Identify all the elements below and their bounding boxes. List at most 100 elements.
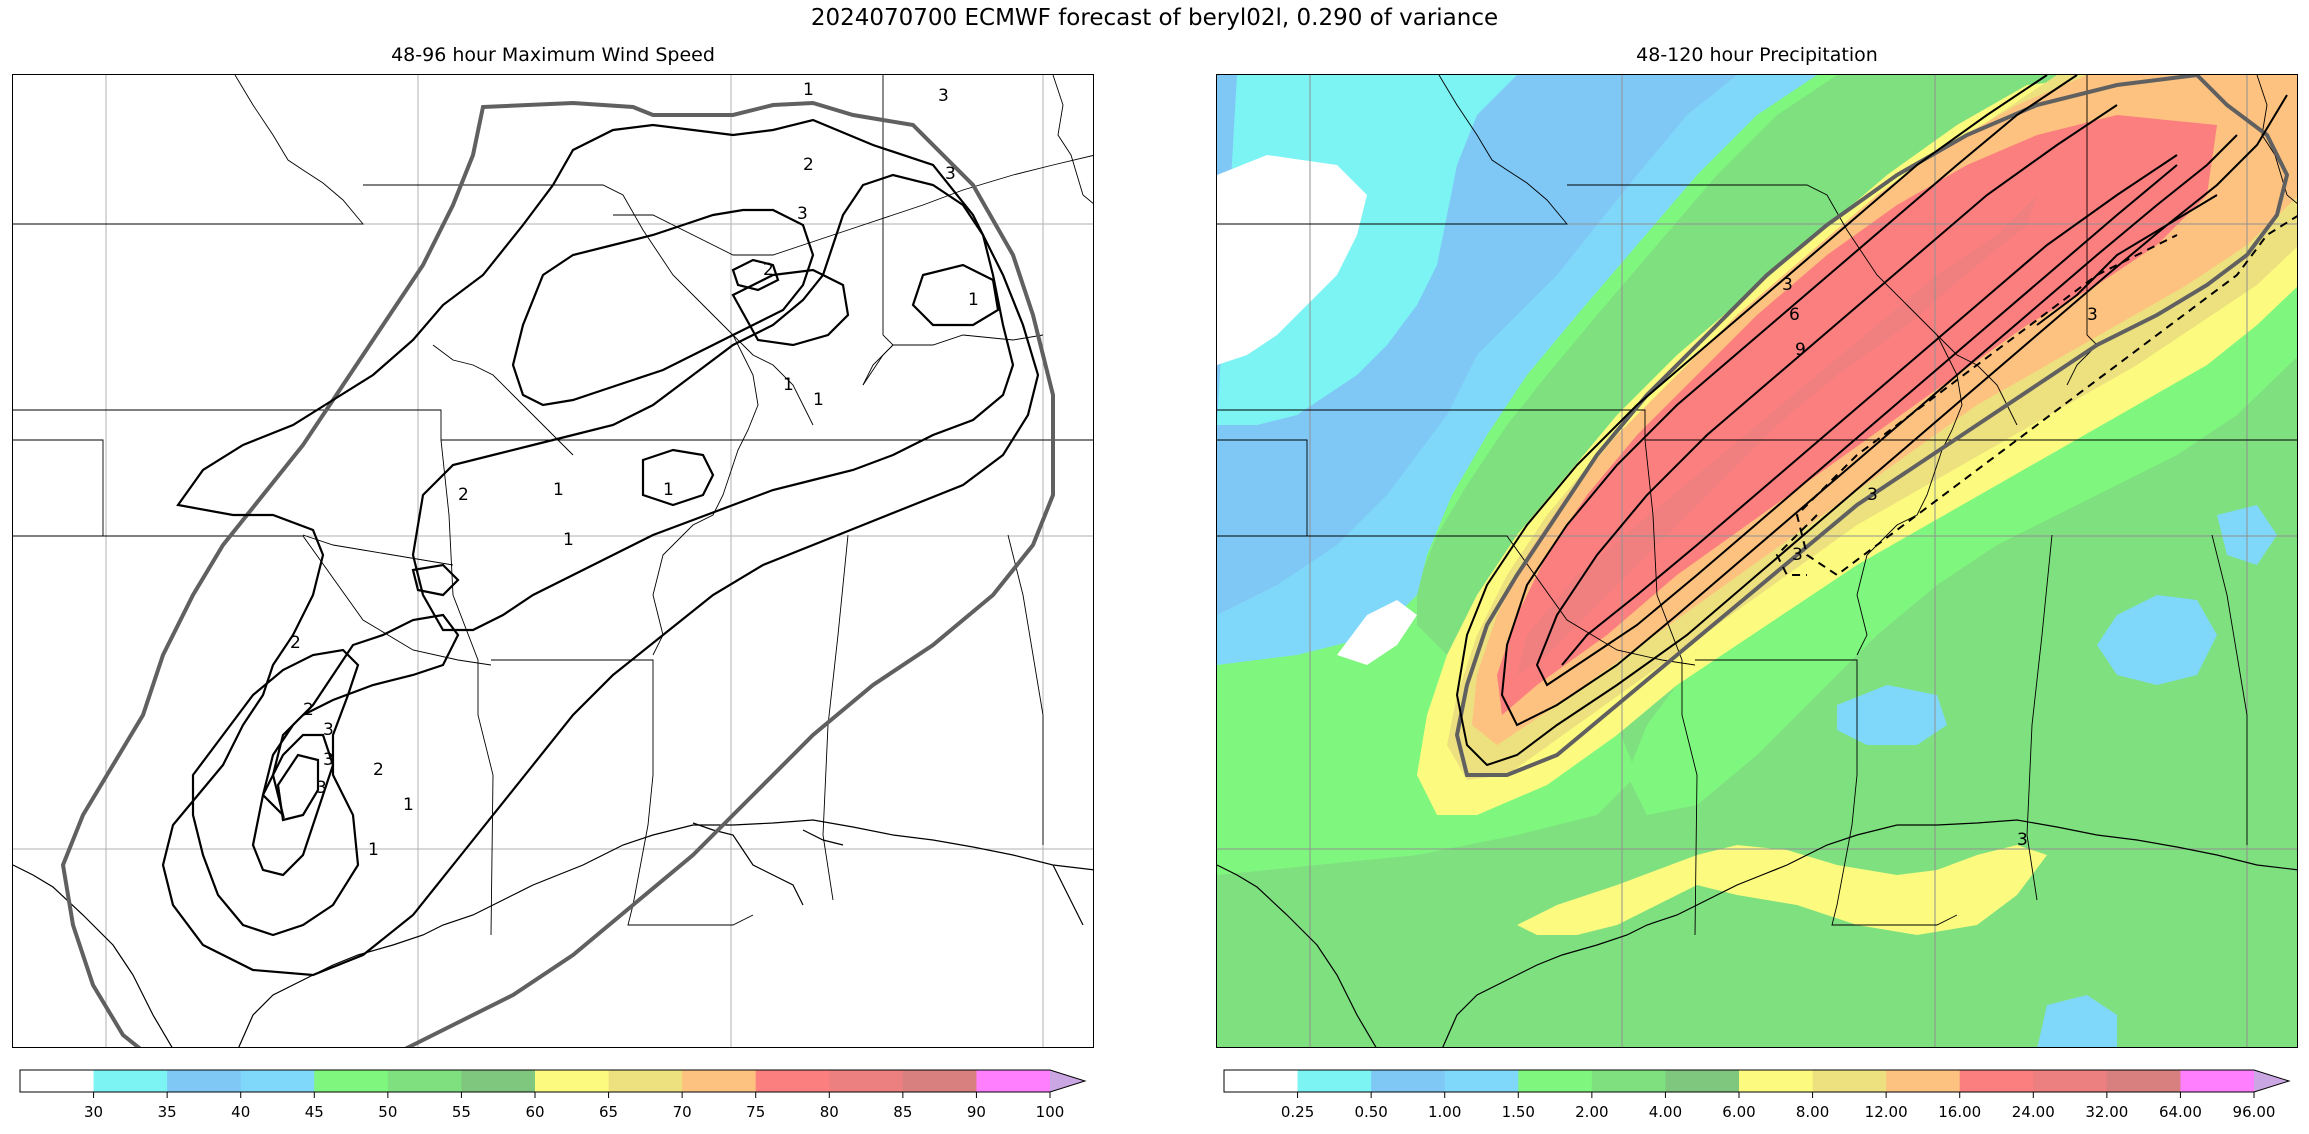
left-domain-outline [60,100,1055,1047]
contour-label: 1 [368,840,379,860]
colorbar-tick-label: 12.00 [1864,1103,1908,1121]
left-coastline [13,819,1093,1047]
figure-title: 2024070700 ECMWF forecast of beryl02l, 0… [810,5,1499,31]
colorbar-segment [1444,1070,1519,1092]
colorbar-segment [2106,1070,2181,1092]
colorbar-segment [682,1070,757,1092]
colorbar-tick-label: 1.00 [1428,1103,1462,1121]
left-colorbar [19,1069,1087,1098]
precip-fill-0.25b [1337,600,1417,665]
colorbar-tick-label: 1.50 [1501,1103,1535,1121]
contour-label: 1 [563,530,574,550]
colorbar-tick-label: 40 [231,1103,251,1121]
contour-label: 3 [2017,830,2028,850]
contour-label: 3 [2087,305,2098,325]
colorbar-segment [976,1070,1051,1092]
colorbar-tick-label: 45 [304,1103,324,1121]
colorbar-tick-label: 90 [966,1103,986,1121]
contour-label: 1 [803,80,814,100]
colorbar-segment [314,1070,389,1092]
contour-label: 3 [323,750,334,770]
contour-label: 3 [323,720,334,740]
right-map-svg: 3 6 9 3 3 3 3 [1217,75,2297,1047]
colorbar-segment [20,1070,95,1092]
colorbar-tick-label: 0.50 [1354,1103,1388,1121]
colorbar-tick-label: 50 [378,1103,398,1121]
precip-fill-0.25 [1217,155,1367,365]
left-state-borders [13,75,1093,936]
colorbar-segment [829,1070,904,1092]
precip-patch-1 [2097,595,2217,685]
contour-label: 9 [1795,340,1806,360]
right-dashed-contours [1775,215,2297,577]
colorbar-tick-label: 16.00 [1938,1103,1982,1121]
colorbar-segment [1739,1070,1814,1092]
colorbar-tick-label: 30 [84,1103,104,1121]
colorbar-tick-label: 24.00 [2011,1103,2055,1121]
contour-label: 1 [968,290,979,310]
colorbar-tick-label: 55 [451,1103,471,1121]
colorbar-tick-label: 32.00 [2085,1103,2129,1121]
right-colorbar-svg [1223,1069,2291,1098]
contour-label: 3 [1792,545,1803,565]
right-state-borders [1217,75,2297,936]
contour-label: 1 [403,795,414,815]
contour-label: 2 [458,485,469,505]
left-panel-title: 48-96 hour Maximum Wind Speed [391,44,715,66]
precip-band-32 [1517,195,2037,675]
colorbar-tick-label: 80 [819,1103,839,1121]
contour-label: 1 [783,375,794,395]
colorbar-tick-label: 6.00 [1722,1103,1756,1121]
colorbar-segment [535,1070,610,1092]
colorbar-segment [1886,1070,1961,1092]
colorbar-segment [1665,1070,1740,1092]
right-map-panel: 3 6 9 3 3 3 3 [1216,74,2298,1048]
colorbar-segment [1297,1070,1372,1092]
contour-label: 2 [763,260,774,280]
colorbar-outline [19,1069,1087,1093]
contour-label: 3 [1782,275,1793,295]
colorbar-segment [461,1070,536,1092]
precip-patch-4 [2037,995,2117,1047]
left-contour-labels: 1 3 3 3 2 1 1 1 1 1 2 1 2 2 3 3 2 1 1 2 … [290,80,979,860]
colorbar-segment [93,1070,168,1092]
colorbar-tick-label: 85 [893,1103,913,1121]
colorbar-segment [902,1070,977,1092]
colorbar-tick-label: 2.00 [1575,1103,1609,1121]
right-contour-labels: 3 6 9 3 3 3 3 [1782,275,2098,850]
contour-label: 2 [303,700,314,720]
contour-label: 1 [663,480,674,500]
colorbar-segment [1812,1070,1887,1092]
contour-label: 1 [813,390,824,410]
right-coastline [1217,819,2297,1047]
right-domain-outline [1454,75,2290,777]
colorbar-segment [2180,1070,2255,1092]
colorbar-segment [2033,1070,2108,1092]
contour-label: 3 [1867,485,1878,505]
colorbar-segment [1371,1070,1446,1092]
colorbar-tick-label: 70 [672,1103,692,1121]
colorbar-tick-label: 0.25 [1280,1103,1315,1121]
precip-band-24 [1497,115,2217,715]
colorbar-segment [1591,1070,1666,1092]
colorbar-tick-label: 35 [157,1103,177,1121]
colorbar-segment [608,1070,683,1092]
left-map-svg: 1 3 3 3 2 1 1 1 1 1 2 1 2 2 3 3 2 1 1 2 … [13,75,1093,1047]
colorbar-segment [167,1070,242,1092]
colorbar-extension-arrow [2254,1070,2289,1092]
colorbar-tick-label: 64.00 [2158,1103,2202,1121]
contour-label: 3 [797,204,808,224]
contour-label: 3 [945,164,956,184]
left-gridlines [13,75,1093,1047]
colorbar-tick-label: 65 [599,1103,619,1121]
colorbar-tick-label: 4.00 [1648,1103,1683,1121]
left-map-panel: 1 3 3 3 2 1 1 1 1 1 2 1 2 2 3 3 2 1 1 2 … [12,74,1094,1048]
colorbar-segment [387,1070,462,1092]
contour-label: 3 [938,86,949,106]
left-contours [161,118,1040,977]
right-contours [1455,75,2288,767]
colorbar-tick-label: 75 [746,1103,766,1121]
contour-label: 2 [290,633,301,653]
right-colorbar [1223,1069,2291,1098]
colorbar-extension-arrow [1050,1070,1085,1092]
